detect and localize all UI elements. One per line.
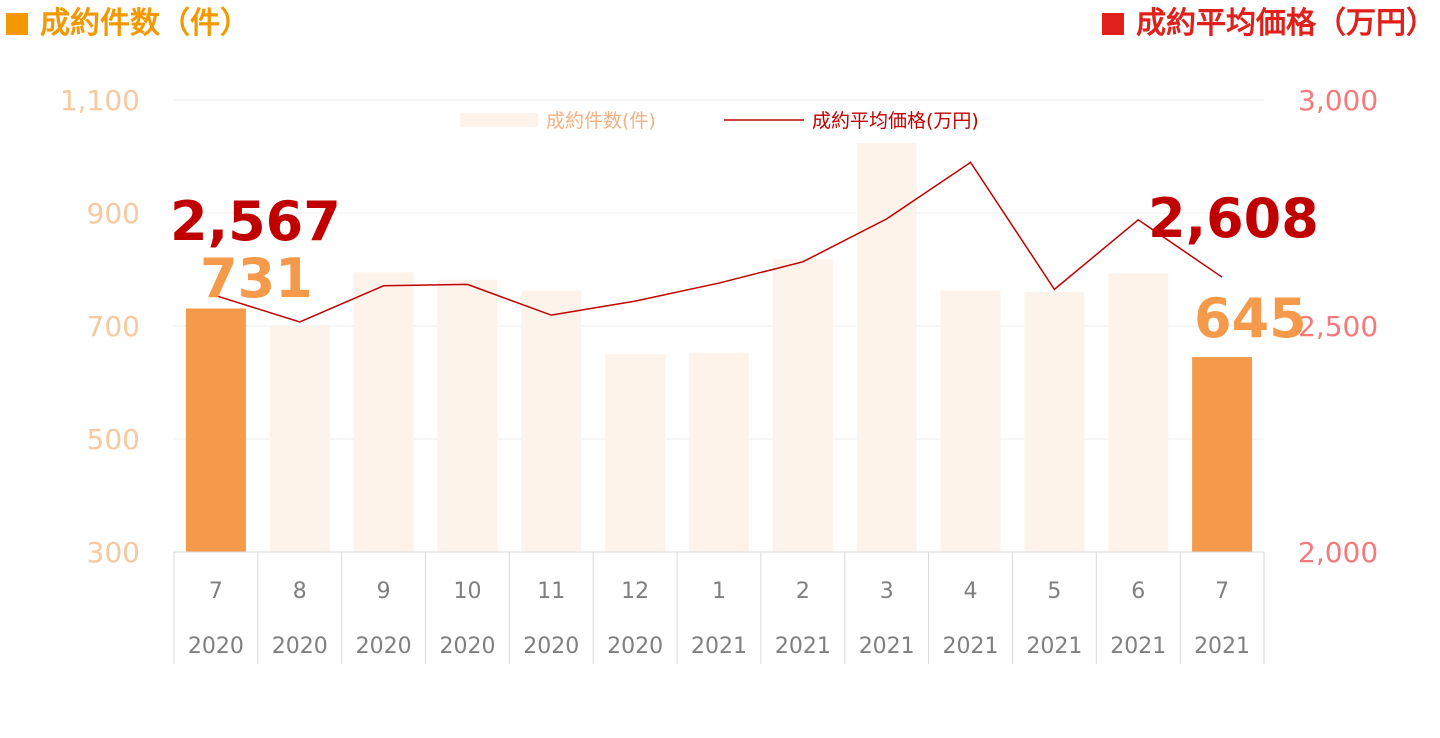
x-tick-year: 2021 (859, 634, 915, 659)
bar (605, 354, 666, 552)
bar (772, 259, 833, 552)
left-tick-label: 700 (87, 310, 140, 343)
x-tick-year: 2021 (691, 634, 747, 659)
x-tick-year: 2021 (943, 634, 999, 659)
x-tick-year: 2020 (188, 634, 244, 659)
x-tick-month: 11 (537, 579, 565, 604)
x-tick-year: 2020 (607, 634, 663, 659)
x-tick-year: 2020 (523, 634, 579, 659)
right-tick-label: 2,000 (1298, 536, 1378, 569)
x-tick-year: 2021 (1194, 634, 1250, 659)
right-tick-label: 3,000 (1298, 84, 1378, 117)
left-tick-label: 300 (87, 536, 140, 569)
bar (521, 290, 582, 552)
right-tick-label: 2,500 (1298, 310, 1378, 343)
bar (689, 352, 749, 552)
bar (353, 272, 414, 552)
axis-ticks: 300 500 700 900 1,100 2,000 2,500 3,000 (60, 84, 1378, 569)
bar (1108, 273, 1169, 552)
x-tick-month: 9 (377, 579, 391, 604)
left-axis-title-text: 成約件数（件） (40, 6, 250, 41)
x-tick-month: 10 (453, 579, 481, 604)
bar (1024, 292, 1085, 552)
bar (940, 290, 1001, 552)
x-tick-year: 2020 (356, 634, 412, 659)
left-tick-label: 1,100 (60, 84, 140, 117)
orange-square-icon (6, 13, 28, 35)
legend-bar-label: 成約件数(件) (546, 110, 656, 132)
bar (437, 279, 498, 552)
legend-line-label: 成約平均価格(万円) (812, 110, 979, 132)
x-tick-month: 5 (1047, 579, 1061, 604)
annotation-first-price: 2,567 (170, 190, 341, 253)
x-tick-month: 7 (209, 579, 223, 604)
x-tick-month: 12 (621, 579, 649, 604)
x-tick-month: 2 (796, 579, 810, 604)
x-tick-year: 2020 (272, 634, 328, 659)
right-axis-title: 成約平均価格（万円） (1102, 4, 1436, 44)
x-tick-year: 2021 (1026, 634, 1082, 659)
legend-bar-swatch (460, 113, 538, 127)
right-axis-title-text: 成約平均価格（万円） (1136, 6, 1436, 41)
annotation-last-price: 2,608 (1148, 187, 1319, 250)
annotation-first-count: 731 (200, 247, 313, 310)
x-tick-month: 8 (293, 579, 307, 604)
x-tick-month: 4 (964, 579, 978, 604)
bar (1192, 357, 1253, 552)
x-tick-month: 6 (1131, 579, 1145, 604)
bar-series (185, 142, 1253, 552)
x-tick-month: 7 (1215, 579, 1229, 604)
bar (856, 142, 917, 552)
x-tick-year: 2021 (775, 634, 831, 659)
x-tick-month: 1 (712, 579, 726, 604)
legend: 成約件数(件) 成約平均価格(万円) (460, 110, 979, 132)
line-series (215, 161, 1223, 323)
red-square-icon (1102, 13, 1124, 35)
bar (185, 308, 246, 552)
bar (269, 326, 330, 552)
left-axis-title: 成約件数（件） (6, 4, 250, 44)
annotation-last-count: 645 (1194, 287, 1307, 350)
x-tick-year: 2021 (1110, 634, 1166, 659)
x-tick-year: 2020 (439, 634, 495, 659)
left-tick-label: 500 (87, 423, 140, 456)
left-tick-label: 900 (87, 197, 140, 230)
x-tick-month: 3 (880, 579, 894, 604)
x-axis-table: 7 2020 8 2020 9 2020 10 2020 11 2020 12 2020 1 2021 2 2… (173, 551, 1265, 664)
